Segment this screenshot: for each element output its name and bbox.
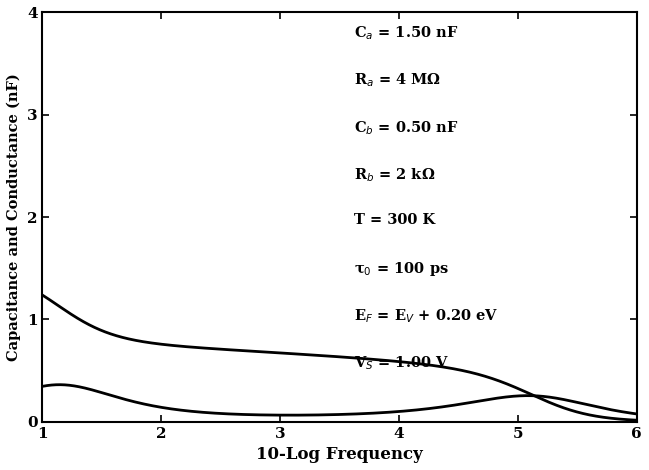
Text: E$_F$ = E$_V$ + 0.20 eV: E$_F$ = E$_V$ + 0.20 eV [354, 307, 499, 325]
Text: R$_b$ = 2 kΩ: R$_b$ = 2 kΩ [354, 166, 435, 184]
Y-axis label: Capacitance and Conductance (nF): Capacitance and Conductance (nF) [7, 73, 21, 361]
Text: R$_a$ = 4 MΩ: R$_a$ = 4 MΩ [354, 72, 441, 89]
Text: T = 300 K: T = 300 K [354, 213, 435, 227]
X-axis label: 10-Log Frequency: 10-Log Frequency [256, 446, 423, 463]
Text: C$_b$ = 0.50 nF: C$_b$ = 0.50 nF [354, 119, 459, 137]
Text: V$_S$ = 1.00 V: V$_S$ = 1.00 V [354, 354, 450, 372]
Text: C$_a$ = 1.50 nF: C$_a$ = 1.50 nF [354, 25, 459, 42]
Text: τ$_0$ = 100 ps: τ$_0$ = 100 ps [354, 260, 449, 278]
